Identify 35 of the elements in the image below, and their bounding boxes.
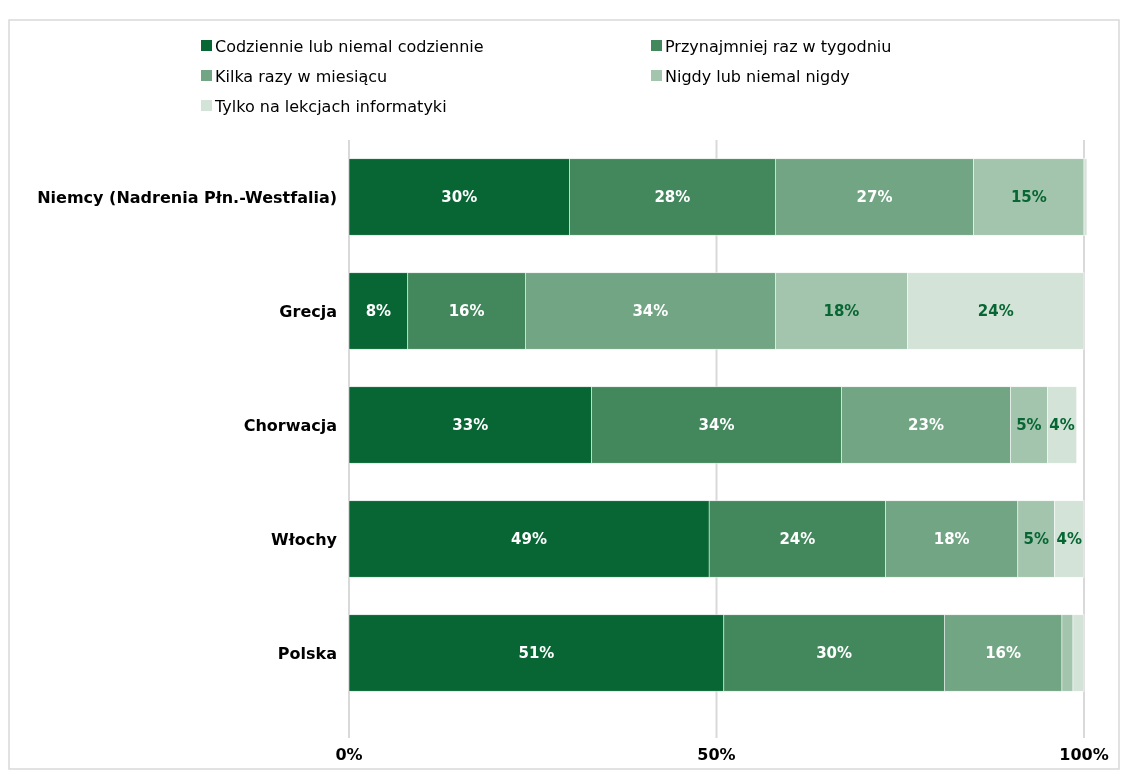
legend-label: Tylko na lekcjach informatyki (214, 96, 447, 116)
y-tick-label: Niemcy (Nadrenia Płn.-Westfalia) (37, 187, 337, 207)
x-tick-label: 100% (1059, 745, 1109, 764)
y-tick-label: Włochy (271, 529, 338, 549)
data-label: 34% (632, 302, 669, 320)
data-label: 28% (654, 188, 691, 206)
data-label: 18% (933, 530, 970, 548)
data-label: 30% (441, 188, 478, 206)
data-label: 24% (779, 530, 816, 548)
data-label: 8% (365, 302, 392, 320)
legend-label: Nigdy lub niemal nigdy (665, 66, 850, 86)
x-tick-label: 0% (335, 745, 363, 764)
y-tick-label: Grecja (279, 301, 337, 321)
data-label: 23% (908, 416, 944, 434)
legend-label: Kilka razy w miesiącu (215, 66, 388, 86)
data-label: 27% (856, 188, 893, 206)
legend-label: Codziennie lub niemal codziennie (215, 36, 484, 56)
data-label: 4% (1049, 416, 1075, 434)
data-label: 49% (511, 530, 548, 548)
y-tick-label: Chorwacja (243, 415, 337, 435)
legend-label: Przynajmniej raz w tygodniu (665, 36, 892, 56)
data-label: 18% (823, 302, 860, 320)
x-tick-label: 50% (697, 745, 736, 764)
data-label: 5% (1023, 530, 1049, 548)
data-label: 15% (1010, 188, 1047, 206)
data-label: 5% (1016, 416, 1042, 434)
data-label: 24% (977, 302, 1014, 320)
data-label: 51% (518, 644, 555, 662)
data-label: 34% (698, 416, 735, 434)
data-label: 4% (1056, 530, 1083, 548)
data-label: 30% (816, 644, 853, 662)
y-tick-label: Polska (277, 643, 337, 663)
data-label: 33% (452, 416, 489, 434)
data-label: 16% (448, 302, 485, 320)
data-label: 16% (985, 644, 1022, 662)
